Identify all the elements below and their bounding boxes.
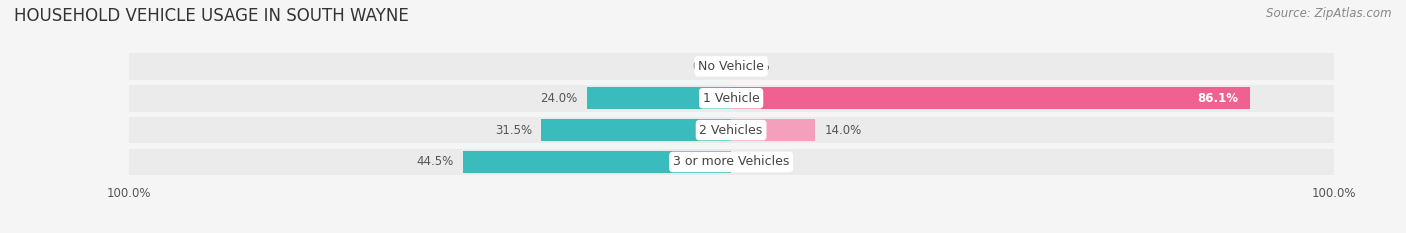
Text: Source: ZipAtlas.com: Source: ZipAtlas.com bbox=[1267, 7, 1392, 20]
Text: No Vehicle: No Vehicle bbox=[699, 60, 763, 73]
Bar bbox=[731, 87, 1250, 109]
Bar bbox=[128, 117, 1334, 144]
Text: 2 Vehicles: 2 Vehicles bbox=[700, 123, 762, 137]
Text: 3 or more Vehicles: 3 or more Vehicles bbox=[673, 155, 789, 168]
Text: 86.1%: 86.1% bbox=[1197, 92, 1237, 105]
Text: 44.5%: 44.5% bbox=[416, 155, 454, 168]
Text: 0.0%: 0.0% bbox=[740, 60, 769, 73]
Text: 14.0%: 14.0% bbox=[824, 123, 862, 137]
Text: 0.0%: 0.0% bbox=[693, 60, 723, 73]
Text: 31.5%: 31.5% bbox=[495, 123, 533, 137]
Bar bbox=[128, 149, 1334, 175]
Bar bbox=[541, 119, 731, 141]
Bar bbox=[128, 85, 1334, 112]
Text: 1 Vehicle: 1 Vehicle bbox=[703, 92, 759, 105]
Text: HOUSEHOLD VEHICLE USAGE IN SOUTH WAYNE: HOUSEHOLD VEHICLE USAGE IN SOUTH WAYNE bbox=[14, 7, 409, 25]
Bar bbox=[128, 53, 1334, 80]
Text: 0.0%: 0.0% bbox=[740, 155, 769, 168]
Bar bbox=[463, 151, 731, 173]
Text: 24.0%: 24.0% bbox=[540, 92, 578, 105]
Bar bbox=[586, 87, 731, 109]
Bar bbox=[731, 119, 815, 141]
